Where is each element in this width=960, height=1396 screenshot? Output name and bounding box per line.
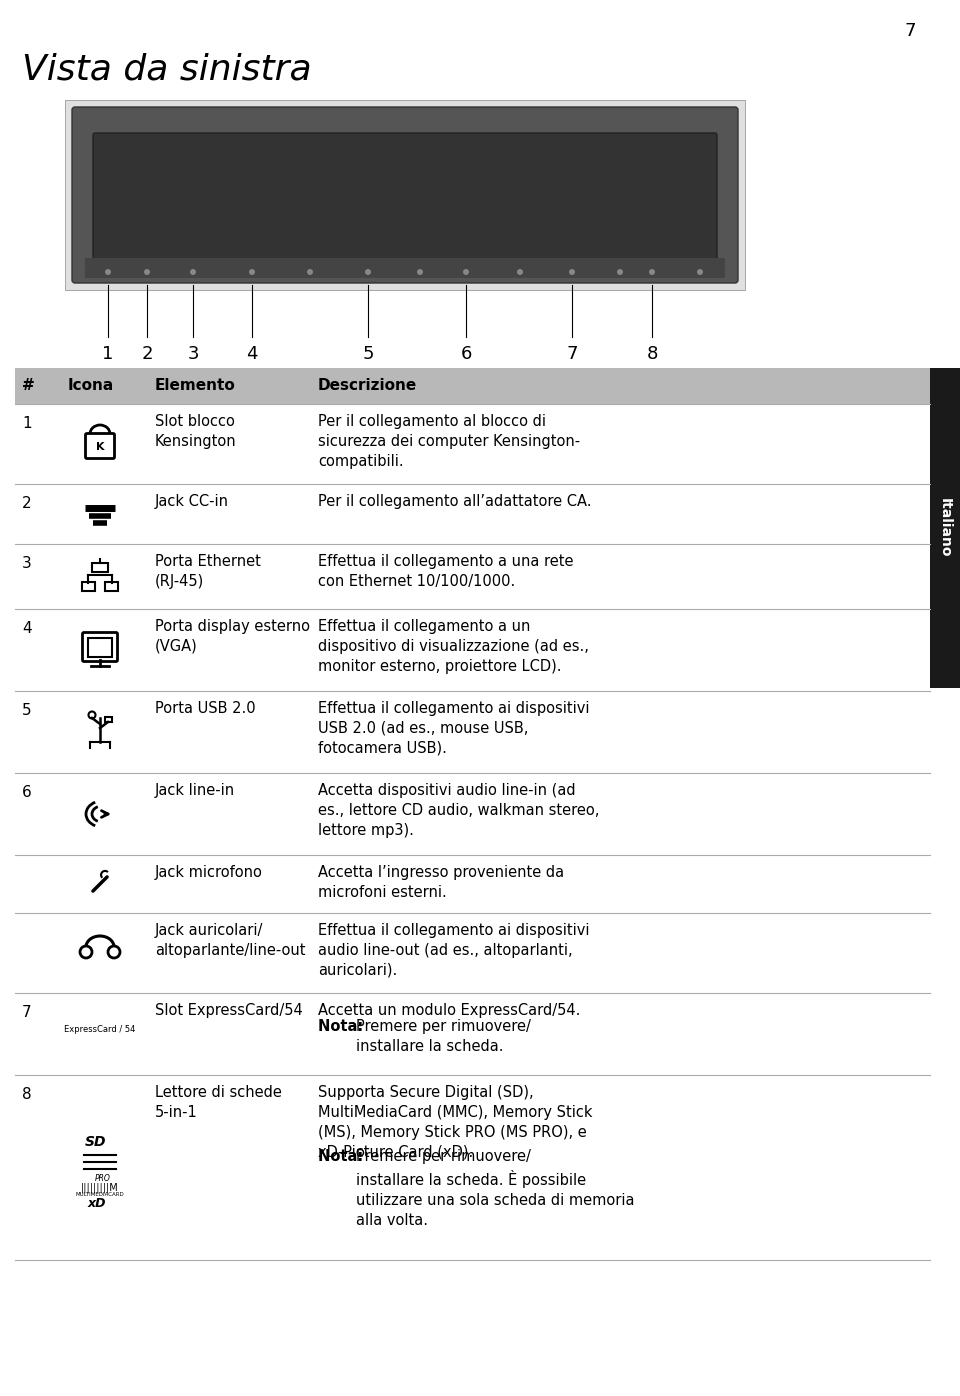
Text: 5: 5 xyxy=(22,704,32,718)
Text: Supporta Secure Digital (SD),
MultiMediaCard (MMC), Memory Stick
(MS), Memory St: Supporta Secure Digital (SD), MultiMedia… xyxy=(318,1085,592,1160)
Bar xyxy=(15,484,930,544)
Bar xyxy=(15,609,930,691)
Text: Italiano: Italiano xyxy=(938,498,952,558)
FancyBboxPatch shape xyxy=(83,632,117,662)
Bar xyxy=(105,718,112,722)
Circle shape xyxy=(365,269,371,275)
Text: 3: 3 xyxy=(187,345,199,363)
Text: Icona: Icona xyxy=(68,378,114,394)
Text: Slot ExpressCard/54: Slot ExpressCard/54 xyxy=(155,1002,302,1018)
Text: PRO: PRO xyxy=(95,1174,111,1182)
Text: 7: 7 xyxy=(22,1005,32,1020)
Text: Slot blocco
Kensington: Slot blocco Kensington xyxy=(155,415,236,448)
Circle shape xyxy=(463,269,469,275)
Text: Jack microfono: Jack microfono xyxy=(155,866,263,879)
Bar xyxy=(15,403,930,484)
Text: Nota:: Nota: xyxy=(318,1019,369,1034)
Circle shape xyxy=(249,269,255,275)
Text: 7: 7 xyxy=(904,22,916,40)
Text: Accetta l’ingresso proveniente da
microfoni esterni.: Accetta l’ingresso proveniente da microf… xyxy=(318,866,564,900)
Text: Effettua il collegamento a una rete
con Ethernet 10/100/1000.: Effettua il collegamento a una rete con … xyxy=(318,554,573,589)
Text: Porta Ethernet
(RJ-45): Porta Ethernet (RJ-45) xyxy=(155,554,261,589)
Text: 3: 3 xyxy=(22,556,32,571)
Bar xyxy=(105,582,118,591)
Text: ExpressCard / 54: ExpressCard / 54 xyxy=(64,1026,135,1034)
Text: 8: 8 xyxy=(22,1087,32,1101)
Circle shape xyxy=(417,269,423,275)
Text: 5: 5 xyxy=(362,345,373,363)
Text: SD: SD xyxy=(85,1135,107,1149)
Text: Premere per rimuovere/
installare la scheda. È possibile
utilizzare una sola sch: Premere per rimuovere/ installare la sch… xyxy=(356,1149,635,1227)
Text: MULTIMEDIACARD: MULTIMEDIACARD xyxy=(76,1192,125,1196)
Bar xyxy=(92,563,108,571)
Circle shape xyxy=(105,269,111,275)
Bar xyxy=(88,638,112,658)
Text: Vista da sinistra: Vista da sinistra xyxy=(22,52,312,87)
Text: Lettore di schede
5-in-1: Lettore di schede 5-in-1 xyxy=(155,1085,282,1120)
Bar xyxy=(15,1075,930,1261)
Bar xyxy=(930,369,960,688)
Circle shape xyxy=(649,269,655,275)
Circle shape xyxy=(517,269,523,275)
Text: K: K xyxy=(96,443,105,452)
Text: Nota:: Nota: xyxy=(318,1149,369,1164)
Text: Per il collegamento al blocco di
sicurezza dei computer Kensington-
compatibili.: Per il collegamento al blocco di sicurez… xyxy=(318,415,580,469)
Bar xyxy=(15,913,930,993)
FancyBboxPatch shape xyxy=(93,133,717,276)
Text: |||||||||M: |||||||||M xyxy=(82,1182,119,1192)
Circle shape xyxy=(617,269,623,275)
Bar xyxy=(82,582,95,591)
Bar xyxy=(15,993,930,1075)
Text: 8: 8 xyxy=(646,345,658,363)
Text: Descrizione: Descrizione xyxy=(318,378,418,394)
Circle shape xyxy=(190,269,196,275)
Bar xyxy=(15,544,930,609)
Text: 6: 6 xyxy=(22,785,32,800)
Text: 4: 4 xyxy=(247,345,257,363)
Bar xyxy=(15,691,930,773)
Text: Porta display esterno
(VGA): Porta display esterno (VGA) xyxy=(155,618,310,653)
Text: 2: 2 xyxy=(22,496,32,511)
Text: Accetta dispositivi audio line-in (ad
es., lettore CD audio, walkman stereo,
let: Accetta dispositivi audio line-in (ad es… xyxy=(318,783,599,838)
Text: Elemento: Elemento xyxy=(155,378,236,394)
Circle shape xyxy=(697,269,703,275)
Text: xD: xD xyxy=(87,1196,107,1210)
Circle shape xyxy=(144,269,150,275)
Text: Accetta un modulo ExpressCard/54.: Accetta un modulo ExpressCard/54. xyxy=(318,1002,581,1018)
Bar xyxy=(15,369,930,403)
Text: 7: 7 xyxy=(566,345,578,363)
Bar xyxy=(15,773,930,854)
Text: Effettua il collegamento a un
dispositivo di visualizzazione (ad es.,
monitor es: Effettua il collegamento a un dispositiv… xyxy=(318,618,588,674)
Text: Jack CC-in: Jack CC-in xyxy=(155,494,229,510)
Circle shape xyxy=(307,269,313,275)
Text: 4: 4 xyxy=(22,621,32,637)
Text: 6: 6 xyxy=(460,345,471,363)
Text: Jack auricolari/
altoparlante/line-out: Jack auricolari/ altoparlante/line-out xyxy=(155,923,305,958)
FancyBboxPatch shape xyxy=(85,434,114,458)
Text: #: # xyxy=(22,378,35,394)
Text: Effettua il collegamento ai dispositivi
USB 2.0 (ad es., mouse USB,
fotocamera U: Effettua il collegamento ai dispositivi … xyxy=(318,701,589,755)
Bar xyxy=(85,258,725,278)
Text: 2: 2 xyxy=(141,345,153,363)
Text: 1: 1 xyxy=(22,416,32,431)
FancyBboxPatch shape xyxy=(72,107,738,283)
Text: 1: 1 xyxy=(103,345,113,363)
Text: Per il collegamento all’adattatore CA.: Per il collegamento all’adattatore CA. xyxy=(318,494,591,510)
Text: Porta USB 2.0: Porta USB 2.0 xyxy=(155,701,255,716)
Text: Jack line-in: Jack line-in xyxy=(155,783,235,799)
Bar xyxy=(65,101,745,290)
Text: Effettua il collegamento ai dispositivi
audio line-out (ad es., altoparlanti,
au: Effettua il collegamento ai dispositivi … xyxy=(318,923,589,977)
Bar xyxy=(15,854,930,913)
Text: Premere per rimuovere/
installare la scheda.: Premere per rimuovere/ installare la sch… xyxy=(356,1019,531,1054)
Circle shape xyxy=(569,269,575,275)
